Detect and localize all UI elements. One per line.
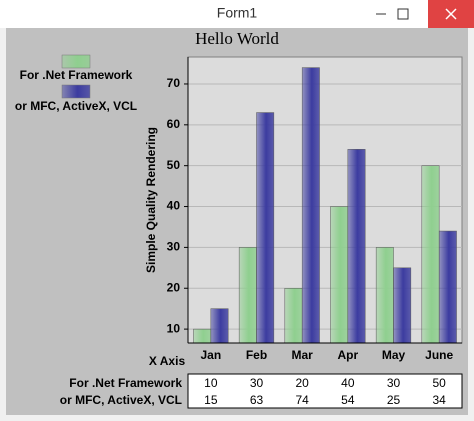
table-row-label: or MFC, ActiveX, VCL bbox=[60, 393, 182, 407]
table-value: 50 bbox=[432, 376, 446, 390]
plot-area bbox=[187, 56, 463, 344]
x-tick-label: Mar bbox=[291, 348, 313, 362]
table-value: 34 bbox=[432, 393, 446, 407]
bar bbox=[284, 288, 303, 344]
maximize-button[interactable] bbox=[397, 8, 409, 20]
bar bbox=[301, 67, 320, 344]
table-value: 25 bbox=[387, 393, 401, 407]
bar bbox=[393, 267, 412, 344]
legend-label: or MFC, ActiveX, VCL bbox=[15, 99, 137, 113]
data-table bbox=[187, 373, 463, 409]
bar bbox=[375, 247, 394, 344]
x-tick-label: Apr bbox=[337, 348, 358, 362]
y-tick-label: 20 bbox=[167, 280, 181, 294]
bar bbox=[238, 247, 257, 344]
table-value: 40 bbox=[341, 376, 355, 390]
table-row-label: For .Net Framework bbox=[69, 376, 182, 390]
table-value: 54 bbox=[341, 393, 355, 407]
table-value: 20 bbox=[295, 376, 309, 390]
x-tick-label: Feb bbox=[246, 348, 267, 362]
bar bbox=[210, 308, 229, 344]
table-value: 30 bbox=[250, 376, 264, 390]
x-tick-label: Jan bbox=[200, 348, 221, 362]
bar bbox=[330, 206, 349, 344]
y-tick-label: 70 bbox=[167, 76, 181, 90]
x-tick-label: June bbox=[425, 348, 453, 362]
window-title: Form1 bbox=[217, 5, 258, 21]
x-axis-label: X Axis bbox=[149, 354, 186, 368]
bar bbox=[193, 328, 212, 344]
chart-title: Hello World bbox=[195, 29, 279, 48]
table-value: 63 bbox=[250, 393, 264, 407]
x-tick-label: May bbox=[382, 348, 406, 362]
bar bbox=[347, 149, 366, 344]
bar bbox=[438, 230, 457, 344]
y-tick-label: 40 bbox=[167, 199, 181, 213]
bar bbox=[421, 165, 440, 344]
legend-swatch bbox=[61, 84, 91, 99]
legend-swatch bbox=[61, 54, 91, 69]
table-value: 15 bbox=[204, 393, 218, 407]
y-axis-label: Simple Quality Rendering bbox=[144, 127, 158, 273]
y-tick-label: 30 bbox=[167, 240, 181, 254]
y-tick-label: 50 bbox=[167, 158, 181, 172]
table-value: 10 bbox=[204, 376, 218, 390]
bar bbox=[256, 112, 275, 344]
table-value: 74 bbox=[295, 393, 309, 407]
close-icon bbox=[445, 8, 457, 20]
legend-label: For .Net Framework bbox=[20, 68, 133, 82]
y-tick-label: 60 bbox=[167, 117, 181, 131]
y-tick-label: 10 bbox=[167, 321, 181, 335]
title-bar bbox=[0, 0, 474, 28]
table-value: 30 bbox=[387, 376, 401, 390]
